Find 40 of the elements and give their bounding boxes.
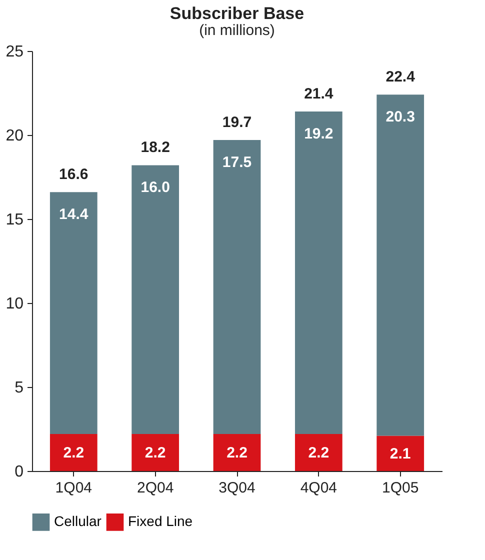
data-label: 2.2 xyxy=(308,444,330,462)
data-label: 2.1 xyxy=(390,445,411,462)
bar xyxy=(213,434,261,471)
data-label: 2.2 xyxy=(63,444,84,462)
total-label: 16.6 xyxy=(59,166,88,184)
bar xyxy=(50,434,98,471)
bar xyxy=(294,434,342,471)
data-label: 17.5 xyxy=(222,154,252,172)
bar xyxy=(132,434,180,471)
bar xyxy=(376,94,424,436)
data-label: 20.3 xyxy=(386,108,415,126)
x-tick-label: 3Q04 xyxy=(218,480,256,496)
total-label: 21.4 xyxy=(304,85,334,102)
bar xyxy=(294,111,342,434)
y-tick-label: 10 xyxy=(6,296,24,312)
data-label: 16.0 xyxy=(140,179,170,196)
chart-subtitle: (in millions) xyxy=(199,22,275,39)
chart-title: Subscriber Base xyxy=(170,4,304,23)
legend-label: Fixed Line xyxy=(128,513,193,530)
data-label: 14.4 xyxy=(59,206,89,224)
data-label: 19.2 xyxy=(304,125,334,142)
x-tick-label: 1Q04 xyxy=(55,480,92,496)
y-tick-label: 5 xyxy=(14,380,24,396)
legend-label: Cellular xyxy=(54,513,102,530)
x-tick-label: 2Q04 xyxy=(136,480,174,496)
bar xyxy=(376,436,424,471)
bar xyxy=(132,165,180,434)
y-tick-label: 25 xyxy=(6,44,24,60)
y-tick-label: 0 xyxy=(14,464,24,480)
bar xyxy=(213,140,261,434)
total-label: 18.2 xyxy=(140,139,170,156)
total-label: 22.4 xyxy=(386,68,416,86)
bar xyxy=(50,192,98,434)
y-tick-label: 20 xyxy=(6,128,24,144)
x-tick-label: 1Q05 xyxy=(382,480,419,496)
data-label: 2.2 xyxy=(226,444,248,462)
total-label: 19.7 xyxy=(222,114,252,132)
y-tick-label: 15 xyxy=(6,212,24,228)
x-tick-label: 4Q04 xyxy=(300,480,338,496)
data-label: 2.2 xyxy=(144,444,166,462)
